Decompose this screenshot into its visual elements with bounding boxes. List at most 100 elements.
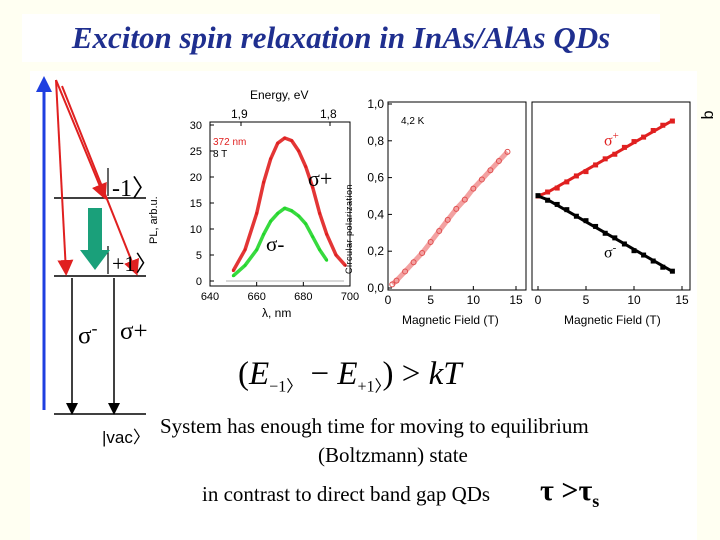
spectrum-ylabel: PL, arb.u. <box>148 196 160 244</box>
spectrum-frame <box>209 121 351 287</box>
int-sigma-plus-sup: + <box>612 130 619 142</box>
spectrum-series-sigma-plus <box>231 136 347 272</box>
intensity-point <box>650 258 656 264</box>
relaxation-arrow-head <box>80 250 110 270</box>
int-sigma-plus-symbol: σ <box>604 132 613 150</box>
tau-gt: > <box>561 474 579 507</box>
spectrum-point <box>231 274 235 278</box>
intensity-x-tick-label: 10 <box>627 293 641 307</box>
text-line3: in contrast to direct band gap QDs <box>202 482 491 506</box>
excitation-arrow-b <box>55 79 74 276</box>
intensity-x-tick-label: 0 <box>535 293 542 307</box>
intensity-point <box>545 189 551 195</box>
spectrum-top-tick-label-2: 1,8 <box>320 107 337 121</box>
formula-e2: E <box>337 356 358 392</box>
int-sigma-minus-sup: - <box>612 242 617 254</box>
spectrum-point <box>255 211 259 215</box>
intensity-point <box>621 144 627 150</box>
slide-title: Exciton spin relaxation in InAs/AlAs QDs <box>71 20 611 55</box>
spectrum-point <box>243 248 247 252</box>
spectrum-point <box>276 141 280 145</box>
formula-open: ( <box>238 356 249 392</box>
intensity-x-tick-label: 5 <box>583 293 590 307</box>
polarization-point <box>495 158 502 165</box>
intensity-panel: 0 5 10 15 <box>531 101 691 307</box>
spectrum-point <box>276 211 280 215</box>
spectrum-y-tick-label: 5 <box>196 250 202 262</box>
intensity-point <box>641 134 647 140</box>
energy-axis-arrowhead <box>36 76 52 92</box>
spectrum-point <box>297 214 301 218</box>
spectrum-top-axis-label: Energy, eV <box>250 88 309 102</box>
spectrum-point <box>283 136 287 140</box>
spectrum-point <box>297 149 301 153</box>
sigma-minus-label: σ- <box>78 318 97 350</box>
intensity-point <box>602 156 608 162</box>
polarization-series <box>390 150 510 287</box>
spectrum-point <box>318 211 322 215</box>
polarization-point <box>393 277 400 284</box>
spectrum-point <box>304 165 308 169</box>
polarization-x-ticks: 0 5 10 15 <box>385 286 523 307</box>
sigma-minus-symbol: σ <box>78 322 92 350</box>
int-sigma-minus-label: σ- <box>604 242 616 262</box>
spectrum-point <box>269 157 273 161</box>
int-sigma-minus-symbol: σ <box>604 244 613 262</box>
intensity-point <box>660 264 666 270</box>
spectrum-y-tick-label: 10 <box>190 224 202 236</box>
spectrum-point <box>290 139 294 143</box>
tau-relation: τ >τs <box>540 474 599 512</box>
content-panel <box>30 71 697 540</box>
spectrum-point <box>325 258 329 262</box>
energy-diagram <box>36 76 146 415</box>
polarization-point <box>436 227 443 234</box>
polarization-point <box>427 239 434 245</box>
excitation-arrow-a <box>55 79 107 200</box>
spectrum-x-tick-label: 640 <box>201 291 219 303</box>
intensity-point <box>583 218 589 224</box>
title-box: Exciton spin relaxation in InAs/AlAs QDs <box>22 14 660 62</box>
intensity-point <box>602 230 608 236</box>
spectrum-point <box>304 222 308 226</box>
spectrum-sigma-plus-label: σ+ <box>308 166 333 191</box>
int-sigma-plus-label: σ+ <box>604 130 619 150</box>
intensity-x-tick-label: 15 <box>675 293 689 307</box>
spectrum-inset-line1: 372 nm <box>213 137 247 148</box>
formula-rhs: kT <box>428 356 462 392</box>
spectrum-marks <box>231 136 347 278</box>
spectrum-x-tick-label: 680 <box>294 291 312 303</box>
polarization-y-tick-label: 0,8 <box>367 134 384 148</box>
vac-label: |vac〉 <box>102 428 150 447</box>
polarization-panel: 1,0 0,8 0,6 0,4 0,2 0,0 0 5 10 15 <box>367 97 527 307</box>
polarization-y-tick-label: 0,4 <box>367 207 384 221</box>
formula-minus: − <box>310 356 330 392</box>
pol-xlabel: Magnetic Field (T) <box>402 313 499 327</box>
intensity-point <box>573 213 579 219</box>
spectrum-point <box>343 263 347 267</box>
intensity-point <box>564 207 570 213</box>
intensity-point <box>641 252 647 258</box>
text-line2: (Boltzmann) state <box>318 443 468 467</box>
spectrum-y-tick-label: 15 <box>190 198 202 210</box>
polarization-x-tick-label: 10 <box>467 293 481 307</box>
polarization-x-tick-label: 0 <box>385 293 392 307</box>
level-lower-label: +1〉 <box>112 251 158 276</box>
formula-e1-sub: −1〉 <box>269 378 303 396</box>
spectrum-point <box>283 206 287 210</box>
intensity-point <box>650 127 656 133</box>
polarization-point <box>470 185 477 192</box>
spectrum-point <box>318 248 322 252</box>
intensity-point <box>612 235 618 241</box>
spectrum-point <box>262 180 266 184</box>
polarization-point <box>487 167 494 174</box>
formula-e2-sub: +1〉 <box>357 378 383 396</box>
pol-ylabel: Circular polarization <box>344 183 354 274</box>
polarization-point <box>453 205 460 212</box>
spectrum-y-tick-label: 25 <box>190 146 202 158</box>
polarization-point <box>410 259 417 266</box>
spectrum-x-ticks: 640 660 680 700 <box>201 282 359 303</box>
intensity-point <box>660 122 666 128</box>
polarization-point <box>444 216 451 223</box>
tau-s: τ <box>578 474 593 507</box>
intensity-point <box>554 201 560 207</box>
